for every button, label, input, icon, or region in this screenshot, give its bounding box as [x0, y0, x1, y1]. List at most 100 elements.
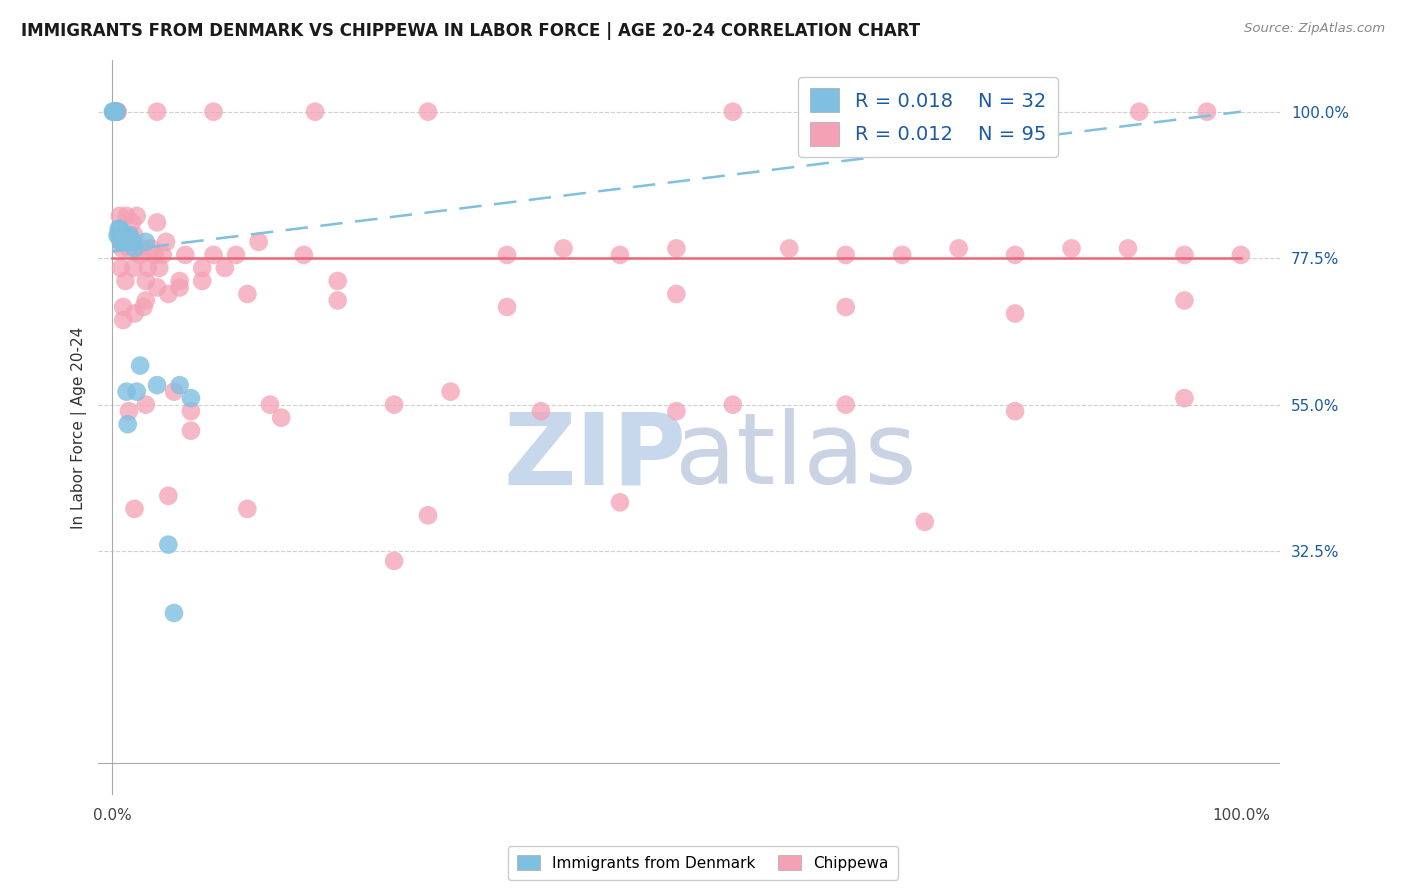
Point — [115, 384, 138, 399]
Point — [146, 378, 169, 392]
Point — [112, 228, 135, 243]
Point — [157, 538, 180, 552]
Point — [122, 260, 145, 275]
Point — [103, 104, 125, 119]
Point — [112, 235, 135, 249]
Point — [1173, 293, 1195, 308]
Point — [891, 104, 914, 119]
Point — [107, 222, 129, 236]
Point — [104, 104, 127, 119]
Point — [101, 104, 124, 119]
Point — [326, 293, 349, 308]
Point — [141, 241, 163, 255]
Point — [105, 104, 128, 119]
Point — [891, 248, 914, 262]
Point — [107, 228, 129, 243]
Point — [1173, 391, 1195, 405]
Point — [721, 104, 744, 119]
Point — [152, 248, 174, 262]
Point — [496, 300, 519, 314]
Text: IMMIGRANTS FROM DENMARK VS CHIPPEWA IN LABOR FORCE | AGE 20-24 CORRELATION CHART: IMMIGRANTS FROM DENMARK VS CHIPPEWA IN L… — [21, 22, 920, 40]
Point — [665, 241, 688, 255]
Point — [259, 398, 281, 412]
Point — [236, 287, 259, 301]
Point — [124, 241, 146, 255]
Point — [270, 410, 292, 425]
Point — [157, 489, 180, 503]
Point — [110, 235, 132, 249]
Point — [1004, 404, 1026, 418]
Point — [191, 274, 214, 288]
Point — [382, 398, 405, 412]
Point — [103, 104, 125, 119]
Point — [835, 248, 858, 262]
Point — [135, 293, 157, 308]
Point — [146, 215, 169, 229]
Point — [1060, 241, 1083, 255]
Point — [180, 424, 202, 438]
Point — [665, 404, 688, 418]
Legend: R = 0.018    N = 32, R = 0.012    N = 95: R = 0.018 N = 32, R = 0.012 N = 95 — [799, 77, 1057, 157]
Point — [416, 104, 439, 119]
Point — [104, 104, 127, 119]
Point — [835, 398, 858, 412]
Point — [131, 241, 153, 255]
Point — [553, 241, 575, 255]
Point — [1004, 248, 1026, 262]
Point — [1230, 248, 1253, 262]
Text: ZIP: ZIP — [503, 409, 686, 506]
Point — [609, 495, 631, 509]
Point — [180, 391, 202, 405]
Point — [292, 248, 315, 262]
Point — [146, 104, 169, 119]
Point — [107, 104, 129, 119]
Point — [174, 248, 197, 262]
Point — [124, 228, 146, 243]
Point — [125, 384, 148, 399]
Point — [110, 260, 132, 275]
Point — [105, 104, 128, 119]
Point — [112, 300, 135, 314]
Point — [304, 104, 326, 119]
Point — [129, 248, 152, 262]
Point — [326, 274, 349, 288]
Point — [665, 287, 688, 301]
Point — [143, 248, 166, 262]
Point — [439, 384, 461, 399]
Point — [948, 241, 970, 255]
Point — [107, 104, 129, 119]
Point — [1195, 104, 1218, 119]
Point — [496, 248, 519, 262]
Point — [1173, 248, 1195, 262]
Point — [1004, 306, 1026, 320]
Point — [129, 359, 152, 373]
Point — [135, 274, 157, 288]
Point — [103, 104, 125, 119]
Point — [169, 378, 191, 392]
Point — [191, 260, 214, 275]
Point — [202, 104, 225, 119]
Point — [124, 306, 146, 320]
Point — [118, 228, 141, 243]
Point — [609, 248, 631, 262]
Point — [163, 384, 186, 399]
Point — [125, 209, 148, 223]
Point — [118, 404, 141, 418]
Point — [117, 417, 139, 432]
Point — [721, 398, 744, 412]
Point — [530, 404, 553, 418]
Point — [114, 228, 136, 243]
Point — [124, 501, 146, 516]
Point — [111, 241, 134, 255]
Point — [101, 104, 124, 119]
Point — [112, 235, 135, 249]
Legend: Immigrants from Denmark, Chippewa: Immigrants from Denmark, Chippewa — [508, 846, 898, 880]
Point — [115, 209, 138, 223]
Point — [155, 235, 177, 249]
Text: Source: ZipAtlas.com: Source: ZipAtlas.com — [1244, 22, 1385, 36]
Point — [778, 241, 800, 255]
Point — [121, 235, 143, 249]
Point — [111, 228, 134, 243]
Point — [382, 554, 405, 568]
Point — [914, 515, 936, 529]
